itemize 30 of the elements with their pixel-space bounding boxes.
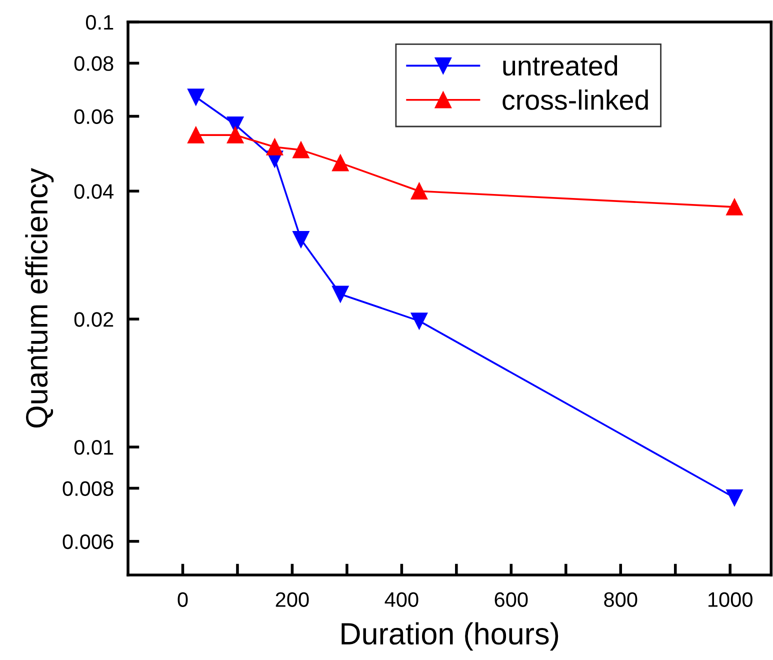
y-tick-label: 0.1 <box>86 14 114 30</box>
y-tick-label: 0.006 <box>62 534 114 550</box>
point <box>188 126 204 144</box>
x-tick-label: 400 <box>384 592 418 607</box>
y-tick-label: 0.008 <box>62 481 114 496</box>
y-axis-title: Quantum efficiency <box>25 168 54 428</box>
point <box>188 88 204 106</box>
point <box>226 126 244 144</box>
point <box>332 154 349 172</box>
x-tick-label: 1000 <box>708 592 752 607</box>
x-axis-title: Duration (hours) <box>342 622 558 651</box>
legend-label: cross-linked <box>502 90 648 110</box>
y-tick-label: 0.04 <box>74 184 114 199</box>
y-tick-label: 0.06 <box>74 109 114 124</box>
x-tick-label: 0 <box>178 592 188 607</box>
point <box>410 182 428 200</box>
point <box>266 138 284 156</box>
x-tick-label: 800 <box>604 592 638 607</box>
point <box>726 489 743 506</box>
point <box>410 312 428 330</box>
legend-label: untreated <box>503 55 618 76</box>
point <box>332 286 349 302</box>
y-tick-label: 0.08 <box>74 56 114 71</box>
point <box>726 198 743 216</box>
y-tick-label: 0.01 <box>74 440 114 455</box>
y-tick-label: 0.02 <box>74 312 114 327</box>
point <box>292 231 310 248</box>
point <box>292 142 310 158</box>
x-tick-label: 600 <box>494 592 528 607</box>
x-tick-label: 200 <box>276 592 309 607</box>
